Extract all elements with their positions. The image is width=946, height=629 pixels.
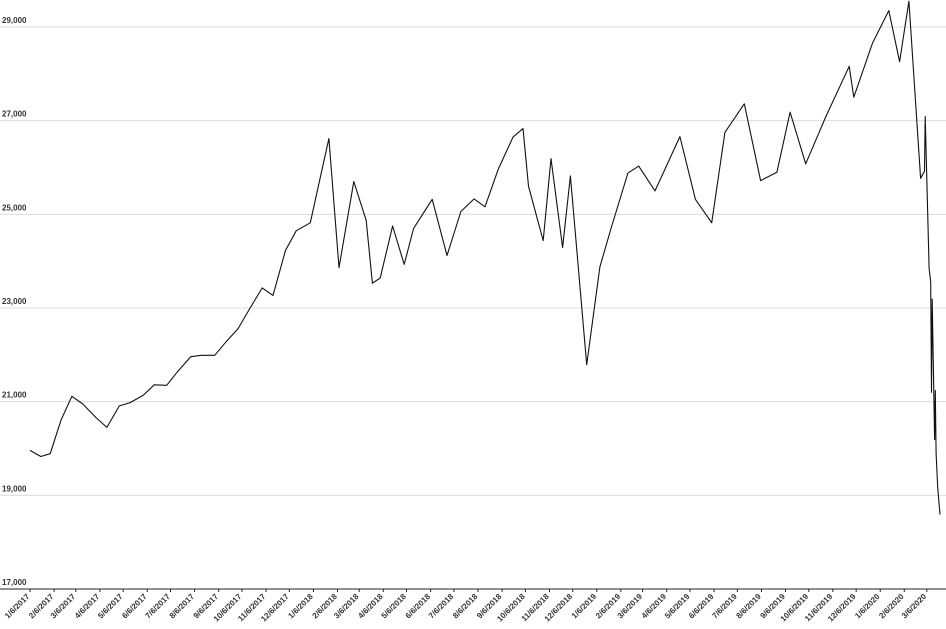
x-tick-label: 8/6/2017: [168, 592, 197, 621]
y-tick-label: 19,000: [2, 484, 27, 493]
y-tick-label: 23,000: [2, 297, 27, 306]
x-tick-label: 3/6/2020: [900, 592, 929, 621]
x-tick-label: 7/6/2019: [710, 592, 739, 621]
x-tick-label: 8/6/2019: [734, 592, 763, 621]
x-tick-label: 3/6/2017: [49, 592, 78, 621]
x-tick-label: 5/6/2019: [663, 592, 692, 621]
x-tick-label: 3/6/2019: [616, 592, 645, 621]
x-tick-label: 1/6/2018: [286, 592, 315, 621]
y-tick-label: 17,000: [2, 578, 27, 587]
x-tick-label: 5/6/2017: [96, 592, 125, 621]
y-tick-label: 21,000: [2, 391, 27, 400]
x-tick-label: 3/6/2018: [332, 592, 361, 621]
line-series: [29, 0, 941, 515]
x-tick-label: 1/6/2017: [3, 592, 32, 621]
x-tick-label: 7/6/2018: [427, 592, 456, 621]
y-tick-label: 25,000: [2, 203, 27, 212]
x-tick-label: 7/6/2017: [144, 592, 173, 621]
y-tick-label: 27,000: [2, 110, 27, 119]
y-tick-label: 29,000: [2, 16, 27, 25]
x-tick-label: 5/6/2018: [380, 592, 409, 621]
x-tick-label: 8/6/2018: [451, 592, 480, 621]
x-tick-label: 1/6/2020: [853, 592, 882, 621]
x-tick-label: 1/6/2019: [570, 592, 599, 621]
